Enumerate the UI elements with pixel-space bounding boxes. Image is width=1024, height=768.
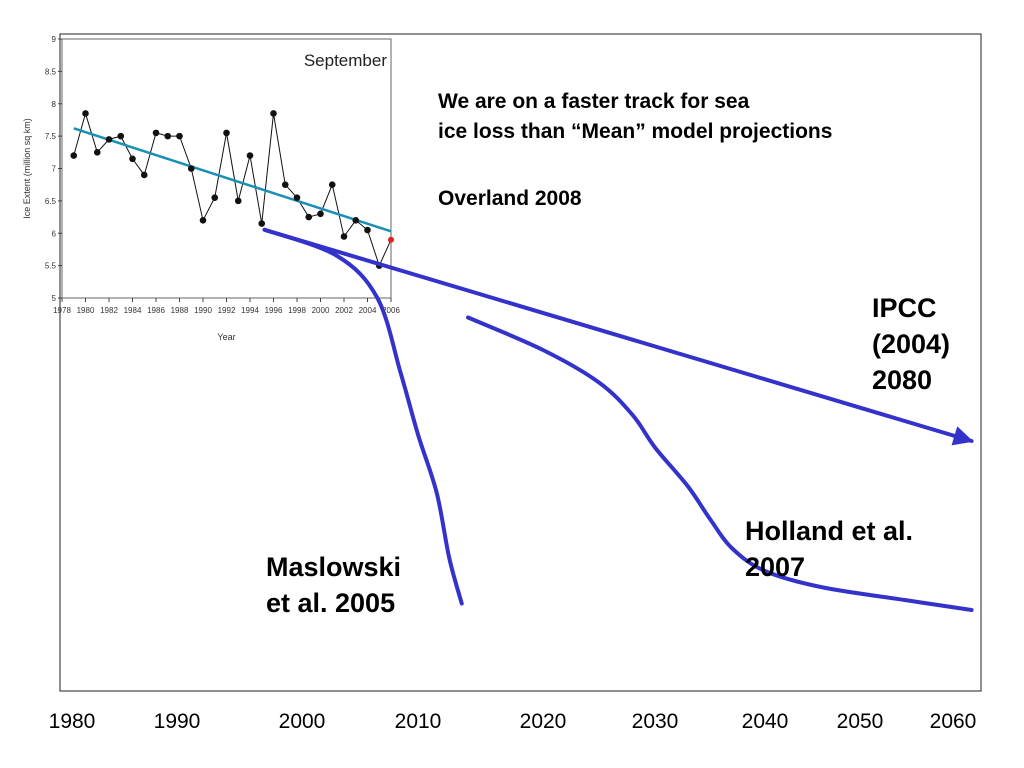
inset-x-tick-label: 1980: [77, 306, 95, 315]
inset-data-point: [293, 194, 301, 201]
inset-x-tick-label: 2002: [335, 306, 353, 315]
inset-data-point: [352, 217, 360, 224]
inset-x-tick-label: 1986: [147, 306, 165, 315]
inset-data-point: [305, 213, 313, 221]
inset-y-tick-label: 8.5: [45, 67, 57, 76]
inset-y-tick-label: 7: [52, 165, 57, 174]
inset-x-tick-label: 1998: [288, 306, 306, 315]
ipcc-label-line-2: (2004): [872, 329, 951, 359]
chart-heading: We are on a faster track for sea ice los…: [438, 87, 832, 147]
holland-label-line-2: 2007: [745, 552, 806, 582]
inset-data-point: [187, 165, 195, 172]
ipcc-label-line-3: 2080: [872, 365, 933, 395]
inset-data-point: [258, 220, 266, 227]
inset-data-point: [223, 129, 230, 137]
inset-y-tick-label: 5.5: [45, 262, 57, 271]
holland-label: Holland et al. 2007: [745, 513, 913, 585]
inset-y-tick-label: 6.5: [45, 197, 57, 206]
inset-chart: September 5 5.5 6 6.5 7 7.5 8 8.5 9 1978 1980 1982 19…: [22, 35, 400, 342]
inset-data-point: [105, 136, 113, 143]
inset-data-point: [152, 129, 160, 137]
x-tick-label: 1990: [153, 710, 201, 733]
inset-data-point: [328, 181, 336, 188]
inset-x-tick-label: 1988: [171, 306, 189, 315]
inset-y-tick-label: 8: [52, 100, 57, 109]
x-tick-label: 2050: [836, 710, 884, 733]
inset-y-tick-label: 7.5: [45, 132, 57, 141]
inset-data-point: [70, 152, 78, 159]
inset-latest-point: [388, 236, 394, 243]
inset-data-point: [93, 149, 101, 156]
inset-data-point: [164, 132, 172, 140]
inset-y-tick-label: 5: [52, 294, 57, 303]
inset-data-point: [340, 233, 348, 240]
inset-x-tick-label: 2006: [382, 306, 400, 315]
inset-observed-line: [73, 111, 392, 267]
inset-x-tick-label: 1990: [194, 306, 212, 315]
heading-line-2: ice loss than “Mean” model projections: [438, 120, 833, 143]
maslowski-projection-curve: [262, 227, 464, 606]
holland-projection-curve: [466, 315, 974, 612]
x-tick-label: 2000: [278, 710, 326, 733]
inset-data-point: [246, 152, 254, 159]
inset-x-tick-label: 1982: [100, 306, 118, 315]
x-tick-label: 2010: [394, 710, 442, 733]
inset-x-tick-label: 1996: [265, 306, 283, 315]
maslowski-label-line-1: Maslowski: [266, 552, 402, 582]
projection-curves: [262, 227, 974, 612]
inset-data-point: [364, 226, 371, 234]
inset-data-point: [281, 181, 289, 188]
inset-data-point: [117, 132, 125, 140]
ipcc-label-line-1: IPCC: [872, 293, 937, 323]
inset-x-tick-label: 2004: [359, 306, 377, 315]
maslowski-label: Maslowski et al. 2005: [266, 549, 401, 621]
ipcc-projection-line: [262, 227, 974, 446]
inset-x-tick-label: 1992: [218, 306, 236, 315]
citation-label: Overland 2008: [438, 187, 582, 210]
holland-label-line-1: Holland et al.: [745, 516, 914, 546]
x-tick-label: 2030: [631, 710, 679, 733]
inset-title: September: [304, 51, 387, 70]
inset-data-point: [129, 155, 136, 163]
x-tick-label: 2020: [519, 710, 567, 733]
inset-y-axis-label: Ice Extent (million sq km): [22, 118, 32, 219]
inset-data-point: [199, 217, 207, 224]
inset-x-axis-label: Year: [217, 332, 235, 342]
inset-trend-line: [73, 127, 392, 233]
inset-data-point: [176, 132, 183, 140]
inset-data-point: [317, 210, 324, 218]
inset-data-point: [270, 110, 277, 117]
x-tick-label: 1980: [48, 710, 96, 733]
inset-data-point: [140, 171, 148, 179]
inset-x-tick-label: 1994: [241, 306, 259, 315]
ipcc-label: IPCC (2004) 2080: [872, 290, 950, 398]
inset-data-point: [234, 197, 242, 205]
main-plot-frame: [59, 33, 982, 692]
inset-data-point: [211, 194, 219, 201]
heading-line-1: We are on a faster track for sea: [438, 90, 750, 113]
x-tick-label: 2040: [741, 710, 789, 733]
x-tick-label: 2060: [929, 710, 977, 733]
inset-x-tick-label: 1978: [53, 306, 71, 315]
inset-y-tick-label: 9: [52, 35, 57, 44]
inset-y-tick-label: 6: [52, 229, 57, 238]
maslowski-label-line-2: et al. 2005: [266, 588, 396, 618]
inset-data-point: [82, 110, 89, 117]
inset-x-tick-label: 1984: [124, 306, 142, 315]
inset-x-tick-label: 2000: [312, 306, 330, 315]
